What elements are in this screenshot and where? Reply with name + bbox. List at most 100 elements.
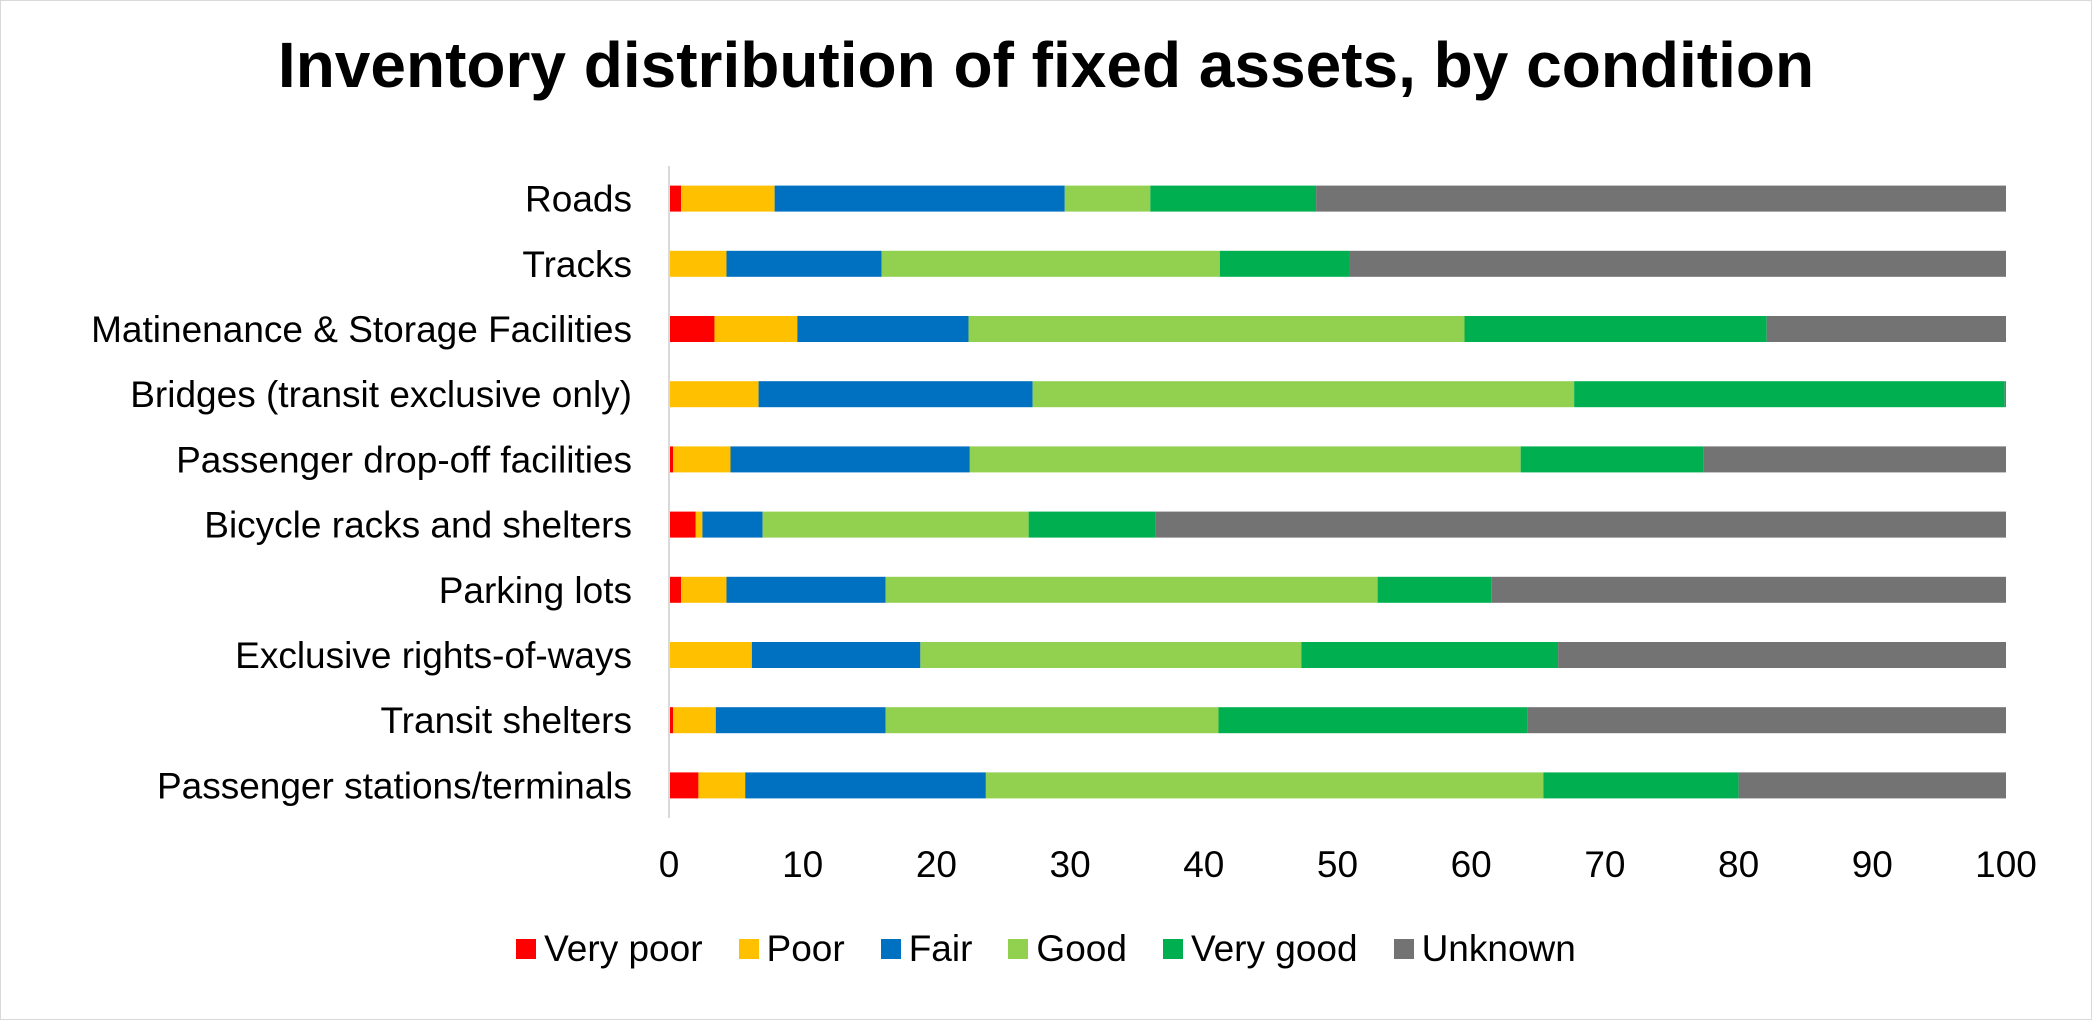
legend-label: Fair <box>908 928 973 969</box>
bar-segment-good <box>1032 381 1575 408</box>
bar-segment-poor <box>669 642 752 668</box>
bar-segment-fair <box>715 707 886 734</box>
category-label: Matinenance & Storage Facilities <box>91 309 632 350</box>
bar-segment-very-poor <box>669 707 674 734</box>
bar-segment-fair <box>774 185 1065 212</box>
legend-swatch <box>1393 939 1414 959</box>
category-label: Passenger stations/terminals <box>157 765 632 806</box>
bar-segment-very-poor <box>669 446 674 473</box>
legend-label: Good <box>1036 928 1127 969</box>
category-label: Exclusive rights-of-ways <box>235 635 632 676</box>
category-label: Parking lots <box>439 570 632 611</box>
bar-segment-good <box>762 511 1029 538</box>
chart-title: Inventory distribution of fixed assets, … <box>277 29 1815 101</box>
bar-segment-poor <box>681 185 775 212</box>
bar-segment-very-good <box>1028 511 1156 538</box>
bar-segment-very-good <box>1150 185 1317 212</box>
legend-label: Very good <box>1190 928 1358 969</box>
bar-segment-very-poor <box>669 576 682 603</box>
bar-segment-very-good <box>1520 446 1704 473</box>
bar-segment-poor <box>673 446 731 473</box>
x-tick-label: 80 <box>1718 844 1759 885</box>
bar-segment-poor <box>681 576 727 603</box>
bar-segment-fair <box>745 772 986 799</box>
bar-segment-unknown <box>1738 772 2006 799</box>
bar-segment-good <box>885 576 1378 603</box>
legend-item: Very poor <box>516 928 703 970</box>
bar-segment-very-good <box>1301 642 1559 668</box>
bar-segment-very-good <box>1218 707 1528 734</box>
x-tick-label: 40 <box>1183 844 1224 885</box>
bar-segment-fair <box>751 642 921 668</box>
bar-segment-good <box>920 642 1302 668</box>
x-tick-label: 10 <box>782 844 823 885</box>
bar-segment-fair <box>730 446 970 473</box>
x-tick-label: 60 <box>1451 844 1492 885</box>
x-tick-label: 90 <box>1852 844 1893 885</box>
legend-swatch <box>1008 939 1029 959</box>
legend-label: Unknown <box>1421 928 1576 969</box>
category-label: Bridges (transit exclusive only) <box>130 374 632 415</box>
x-tick-label: 100 <box>1975 844 2037 885</box>
bar-segment-poor <box>669 250 727 277</box>
bar-segment-very-good <box>1377 576 1492 603</box>
legend-item: Very good <box>1162 928 1358 970</box>
bar-segment-good <box>968 316 1465 342</box>
x-tick-label: 70 <box>1584 844 1625 885</box>
legend-swatch <box>738 939 759 959</box>
bar-segment-poor <box>714 316 798 342</box>
bar-segment-good <box>881 250 1220 277</box>
legend-label: Poor <box>766 928 845 969</box>
bar-segment-very-good <box>1574 381 2005 408</box>
bar-segment-very-poor <box>669 772 699 799</box>
x-tick-labels: 0 10 20 30 40 50 60 70 80 90 100 <box>659 844 2037 885</box>
legend-swatch <box>880 939 901 959</box>
legend: Very poor Poor Fair Good Very good Unknown <box>0 928 2092 970</box>
bar-segment-good <box>885 707 1219 734</box>
legend-item: Poor <box>738 928 845 970</box>
bar-segment-very-poor <box>669 316 715 342</box>
bar-segment-good <box>969 446 1521 473</box>
bar-segment-poor <box>669 381 759 408</box>
bar-segment-poor <box>695 511 703 538</box>
category-label: Bicycle racks and shelters <box>204 505 632 546</box>
bar-segment-fair <box>702 511 763 538</box>
bar-segment-fair <box>726 576 886 603</box>
bar-segment-very-good <box>1464 316 1767 342</box>
category-label: Tracks <box>522 244 632 285</box>
bar-segment-unknown <box>1527 707 2006 734</box>
bar-segment-unknown <box>1316 185 2006 212</box>
bar-segment-very-poor <box>669 185 682 212</box>
legend-label: Very poor <box>544 928 703 969</box>
bar-segment-good <box>1064 185 1151 212</box>
bar-segment-unknown <box>1766 316 2006 342</box>
category-label: Passenger drop-off facilities <box>176 439 632 480</box>
bar-segment-fair <box>758 381 1033 408</box>
bar-segment-fair <box>726 250 882 277</box>
category-label: Transit shelters <box>380 700 632 741</box>
category-labels: Roads Tracks Matinenance & Storage Facilit… <box>91 179 632 807</box>
bars-group <box>669 185 2006 799</box>
legend-item: Unknown <box>1393 928 1576 970</box>
category-label: Roads <box>525 179 632 220</box>
bar-segment-poor <box>698 772 746 799</box>
bar-segment-very-good <box>1543 772 1739 799</box>
bar-segment-very-poor <box>669 511 696 538</box>
legend-swatch <box>1162 939 1183 959</box>
bar-segment-very-good <box>1219 250 1350 277</box>
bar-segment-unknown <box>1491 576 2006 603</box>
legend-item: Fair <box>880 928 973 970</box>
bar-segment-unknown <box>1703 446 2006 473</box>
x-tick-label: 30 <box>1050 844 1091 885</box>
bar-segment-unknown <box>1155 511 2006 538</box>
x-tick-label: 0 <box>659 844 680 885</box>
bar-segment-unknown <box>1349 250 2006 277</box>
legend-swatch <box>516 939 537 959</box>
x-tick-label: 20 <box>916 844 957 885</box>
bar-segment-poor <box>673 707 716 734</box>
x-tick-label: 50 <box>1317 844 1358 885</box>
bar-segment-unknown <box>1558 642 2006 668</box>
legend-item: Good <box>1008 928 1127 970</box>
